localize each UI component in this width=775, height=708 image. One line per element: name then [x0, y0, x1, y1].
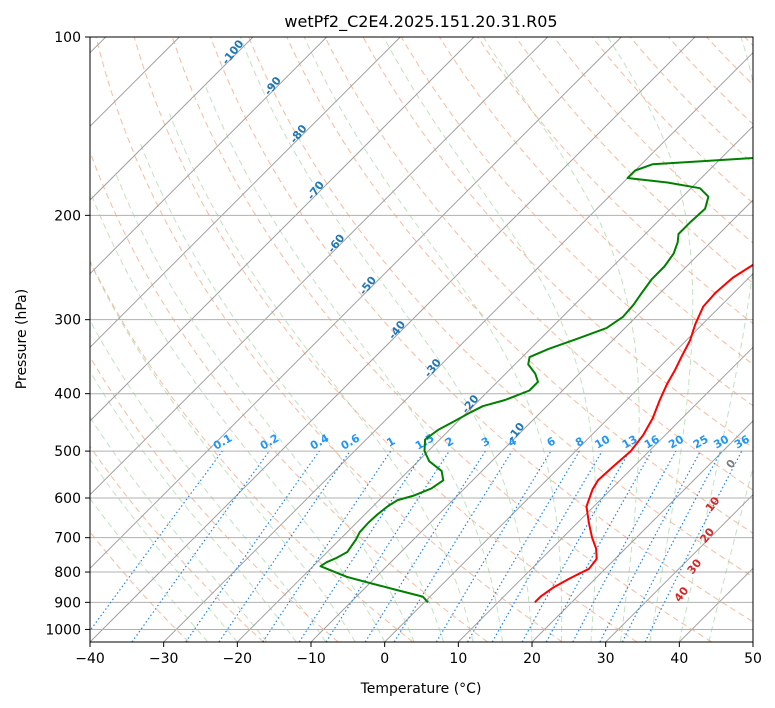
isotherm-line	[90, 37, 696, 642]
mixing-ratio-line	[644, 450, 743, 642]
moist-adiabat-line	[90, 260, 356, 642]
y-tick-label: 500	[54, 444, 81, 460]
profile-line	[534, 263, 753, 604]
mixing-ratio-line	[325, 450, 450, 642]
moist-adiabat-line	[169, 114, 474, 642]
dry-adiabat-line	[90, 356, 339, 642]
y-tick-label: 600	[54, 491, 81, 507]
x-tick-label: 0	[380, 651, 389, 667]
moist-adiabat-line	[607, 37, 694, 642]
mixing-ratio-line	[545, 450, 653, 642]
dry-adiabat-line	[90, 445, 264, 642]
x-tick-label: −10	[296, 651, 326, 667]
moist-adiabat-line	[239, 37, 533, 642]
x-tick-label: 10	[449, 651, 467, 667]
mixing-ratio-line	[572, 450, 677, 642]
dry-adiabat-line	[95, 37, 563, 642]
y-tick-label: 800	[54, 565, 81, 581]
mixing-ratio-lines	[90, 450, 743, 642]
dry-adiabat-line	[515, 37, 753, 284]
isotherm-line	[163, 51, 753, 642]
isotherm-line	[531, 420, 753, 642]
isotherm-line	[90, 37, 328, 275]
dry-adiabat-line	[324, 37, 753, 491]
y-tick-label: 700	[54, 531, 81, 547]
isotherm-line	[457, 346, 753, 642]
dry-adiabat-line	[286, 37, 753, 534]
mixing-ratio-line	[298, 450, 425, 642]
isotherm-line	[90, 37, 401, 349]
isotherm-line	[605, 493, 753, 642]
y-tick-label: 900	[54, 595, 81, 611]
moist-adiabat-line	[708, 466, 753, 642]
dry-adiabat-line	[248, 37, 753, 578]
x-tick-label: −20	[223, 651, 253, 667]
isotherm-line	[90, 37, 475, 422]
profile-line	[319, 156, 753, 603]
isotherm-line	[384, 272, 753, 642]
moist-adiabat-line	[90, 416, 268, 642]
x-tick-label: 50	[744, 651, 762, 667]
isotherm-line	[90, 37, 622, 570]
isotherm-line	[90, 37, 254, 201]
x-tick-label: −30	[149, 651, 179, 667]
isotherm-line	[310, 199, 753, 642]
y-tick-label: 1000	[45, 622, 81, 638]
isobars	[90, 37, 753, 630]
axes: −40 −30 −20 −10 0 10 20 30 40 50 100 200 300 400 500 60…	[45, 30, 762, 667]
moist-adiabat-line	[90, 458, 238, 642]
y-tick-label: 200	[54, 208, 81, 224]
isotherm-line	[90, 37, 549, 496]
moist-adiabat-line	[383, 37, 597, 642]
moist-adiabat-line	[482, 37, 640, 642]
x-tick-label: −40	[75, 651, 105, 667]
isotherms	[90, 37, 753, 642]
mixing-ratio-line	[90, 450, 223, 632]
mixing-ratio-line	[521, 450, 631, 642]
y-tick-label: 100	[54, 30, 81, 46]
profile-series	[319, 156, 753, 604]
dry-adiabat-line	[90, 259, 414, 642]
dry-adiabat-line	[210, 37, 753, 623]
y-tick-label: 300	[54, 313, 81, 329]
x-tick-label: 40	[670, 651, 688, 667]
dry-adiabat-line	[171, 37, 712, 642]
moist-adiabat-line	[115, 173, 415, 642]
mixing-ratio-line	[185, 450, 320, 642]
isotherm-line	[752, 641, 753, 642]
mixing-ratio-line	[218, 450, 351, 642]
y-axis-title: Pressure (hPa)	[14, 289, 30, 389]
moist-adiabat-line	[90, 370, 297, 642]
moist-adiabat-line	[204, 83, 503, 642]
moist-adiabat-line	[90, 497, 209, 642]
x-tick-label: 30	[597, 651, 615, 667]
y-tick-label: 400	[54, 387, 81, 403]
chart-title: wetPf2_C2E4.2025.151.20.31.R05	[284, 12, 557, 32]
mixing-ratio-line	[131, 450, 270, 642]
moist-adiabat-line	[678, 37, 753, 642]
isotherm-line	[236, 125, 753, 642]
mixing-ratio-line	[262, 450, 392, 642]
moist-adiabat-line	[91, 195, 386, 642]
mixing-ratio-line	[393, 450, 513, 642]
moist-adiabat-line	[303, 37, 563, 642]
moist-adiabat-line	[90, 319, 327, 642]
x-axis-title: Temperature (°C)	[360, 681, 482, 697]
plot-background	[90, 37, 753, 642]
dry-adiabats	[90, 37, 753, 642]
plot-frame	[89, 36, 754, 643]
x-tick-label: 20	[523, 651, 541, 667]
